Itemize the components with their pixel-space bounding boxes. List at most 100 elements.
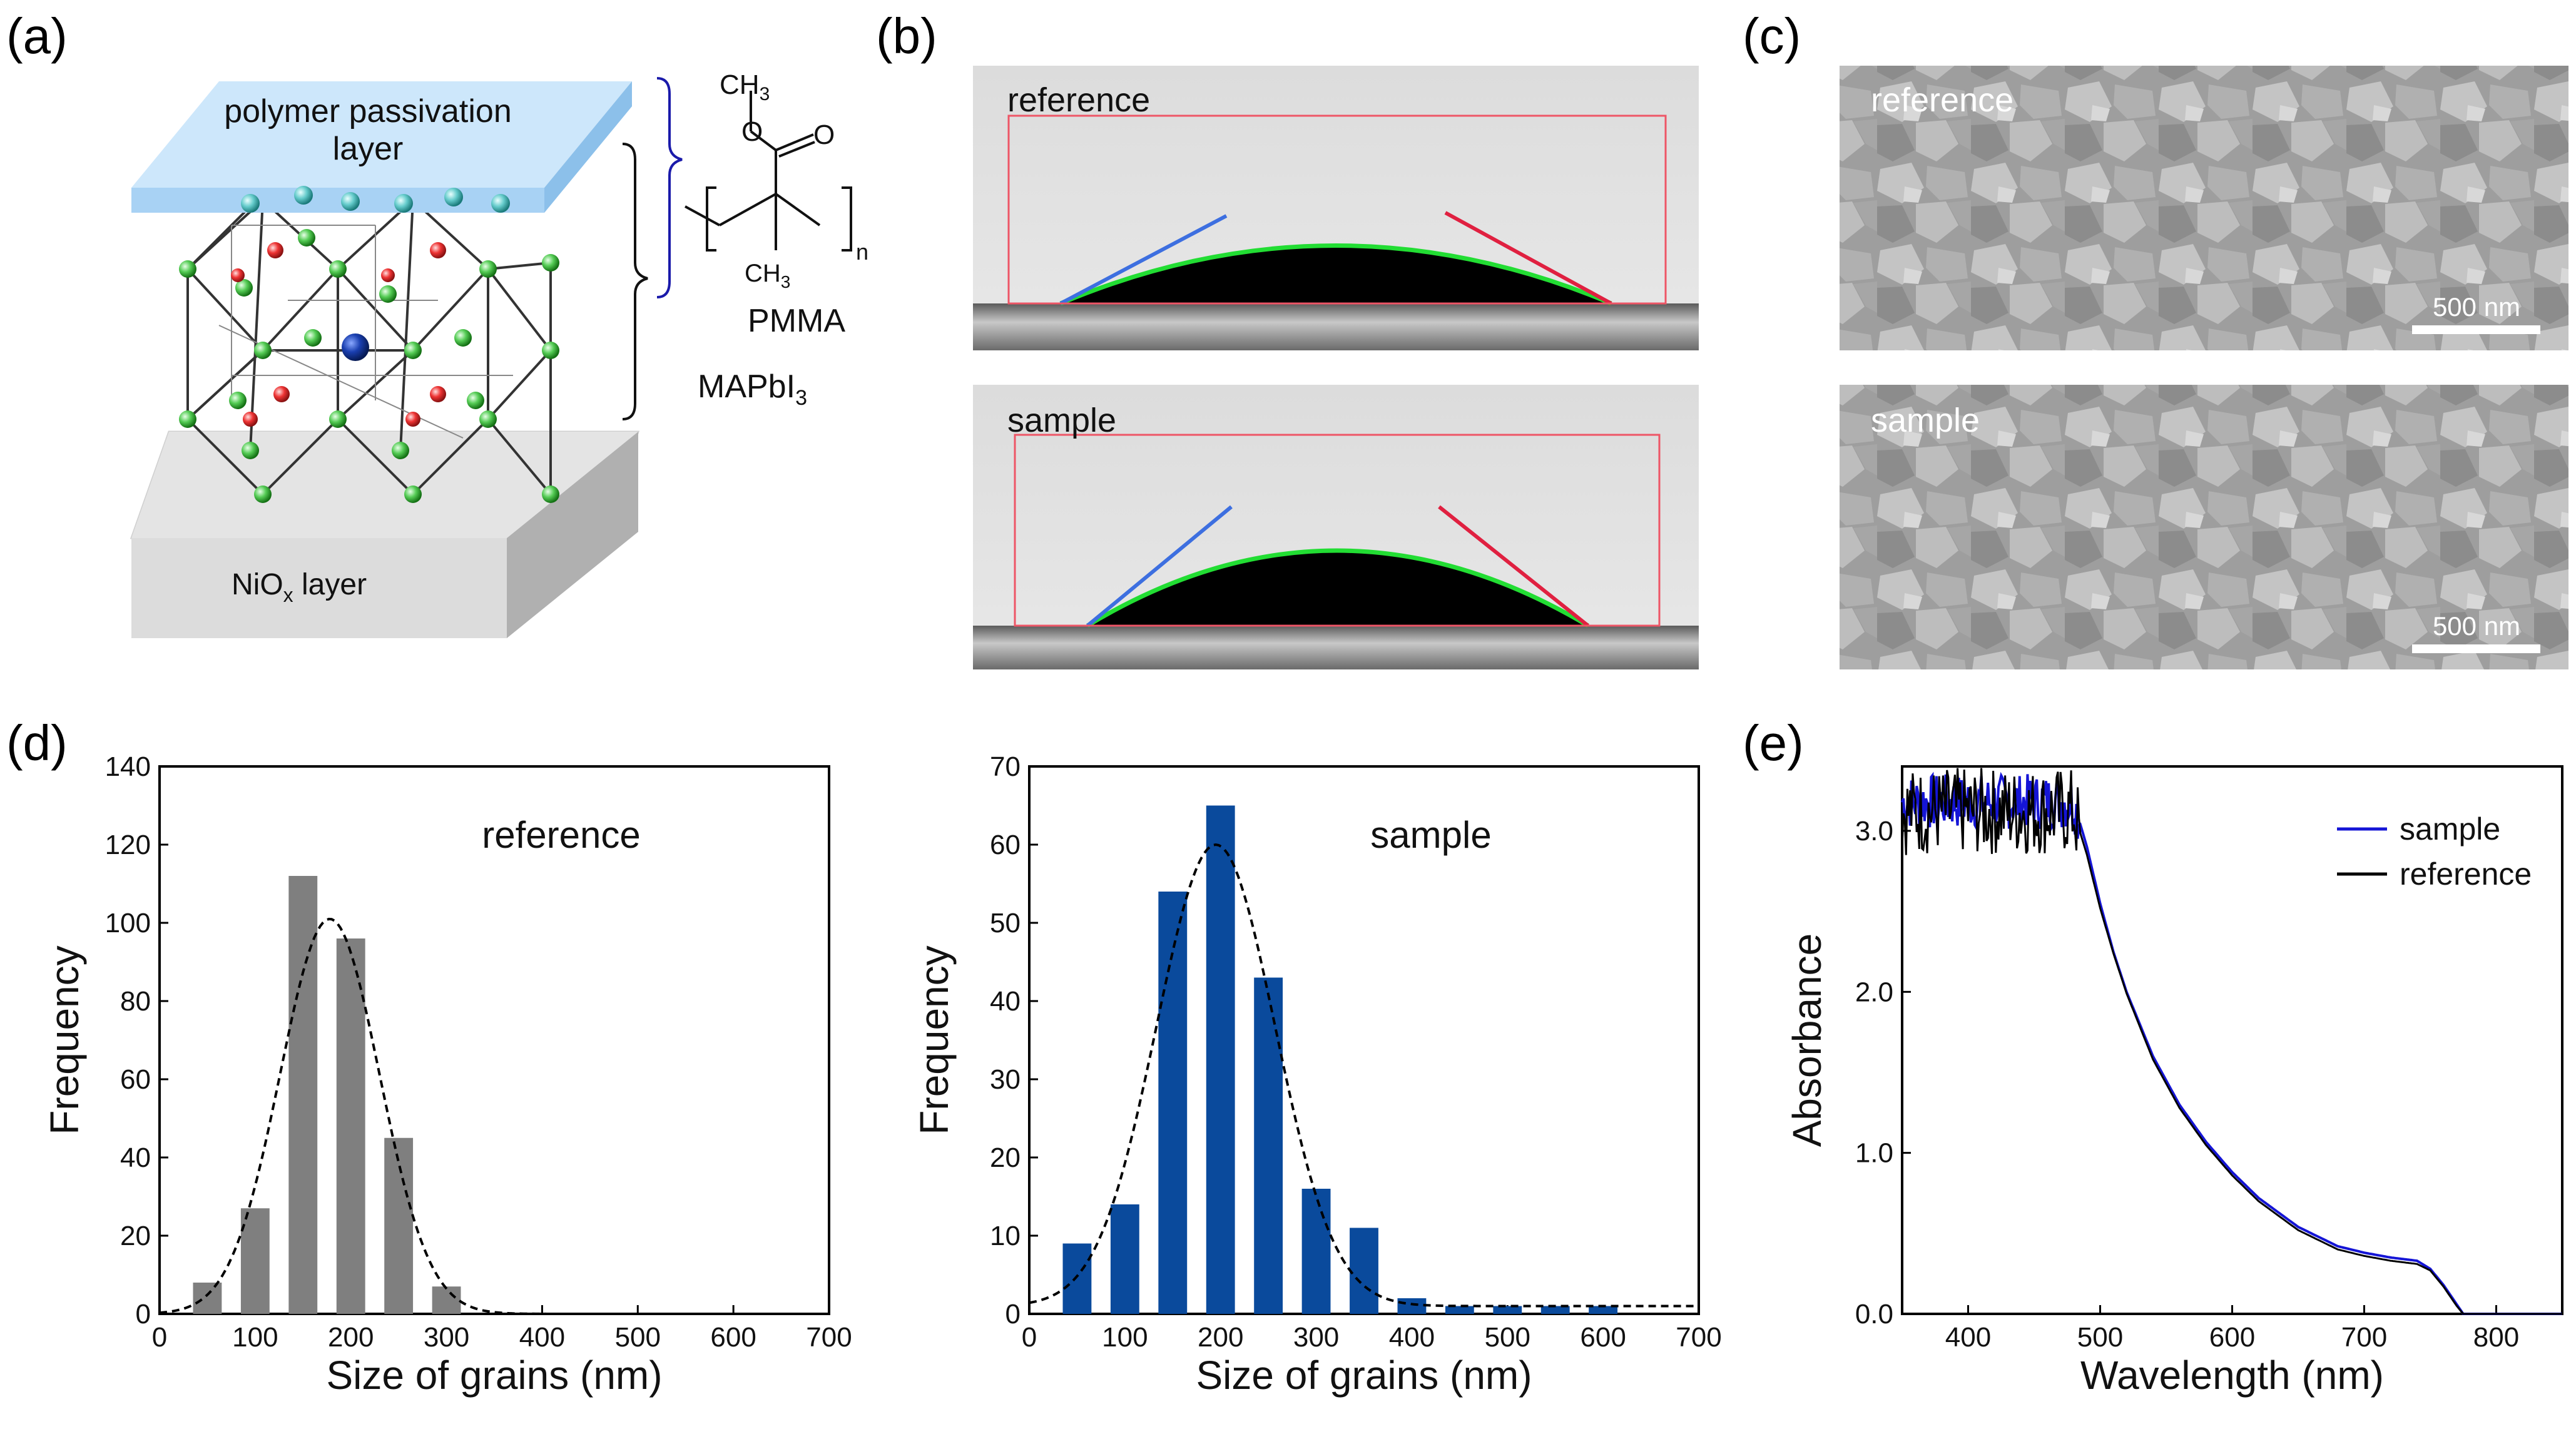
y-tick-label: 30 [990, 1064, 1021, 1095]
y-tick-label: 100 [105, 908, 151, 938]
histogram-bar [1540, 1306, 1570, 1314]
y-tick-label: 1.0 [1855, 1138, 1893, 1169]
histogram-bar [1301, 1189, 1331, 1314]
panel-label-e: (e) [1743, 715, 1804, 771]
polymer-layer-label-2: layer [333, 131, 404, 167]
panel-c-bottom-sem: sample 500 nm [1840, 385, 2568, 669]
scale-bar-label-top: 500 nm [2433, 292, 2520, 322]
legend-label-reference: reference [2400, 857, 2532, 892]
x-tick-label: 100 [232, 1322, 278, 1353]
nio-layer-side [507, 432, 638, 638]
x-axis-label: Size of grains (nm) [326, 1353, 662, 1398]
histogram-bar [240, 1208, 270, 1314]
plot-frame [158, 765, 830, 1315]
pmma-brace [656, 77, 683, 298]
y-tick-label: 0.0 [1855, 1299, 1893, 1330]
x-tick-label: 100 [1102, 1322, 1148, 1353]
x-axis-label: Wavelength (nm) [2080, 1353, 2384, 1398]
x-tick-label: 200 [328, 1322, 374, 1353]
chart-absorbance: 400 500 600 700 800 0.0 1.0 2.0 3.0 Wavelength (n… [1784, 765, 2563, 1398]
sem-label-sample: sample [1871, 402, 1980, 439]
contact-line-right [1444, 211, 1612, 305]
nio-layer-front [131, 538, 507, 638]
x-tick-label: 300 [1293, 1322, 1339, 1353]
panel-label-c: (c) [1743, 8, 1801, 64]
pmma-structure [685, 91, 852, 252]
histogram-bar [1062, 1243, 1092, 1314]
x-tick-label: 500 [1485, 1322, 1530, 1353]
x-tick-label: 0 [1022, 1322, 1037, 1353]
x-tick-label: 600 [2209, 1322, 2255, 1353]
histogram-bar [1254, 977, 1283, 1314]
panel-b-top-image: reference [973, 66, 1699, 350]
surface-atoms [241, 186, 510, 213]
polymer-layer-top [131, 81, 632, 188]
y-tick-label: 140 [105, 751, 151, 782]
chem-ch3-top: CH3 [720, 69, 770, 104]
y-tick-label: 40 [120, 1142, 151, 1173]
y-axis-label: Frequency [42, 945, 87, 1134]
chart-annotation: sample [1370, 814, 1491, 856]
y-tick-label: 60 [990, 830, 1021, 860]
chart-annotation: reference [482, 814, 640, 856]
y-tick-label: 120 [105, 830, 151, 860]
scale-bar-label-bottom: 500 nm [2433, 611, 2520, 641]
contact-label-reference: reference [1007, 81, 1150, 119]
y-tick-label: 20 [990, 1142, 1021, 1173]
chem-oxygen-2: O [813, 120, 835, 150]
contact-label-sample: sample [1007, 402, 1116, 439]
panel-label-a: (a) [6, 8, 68, 64]
histogram-bar [1445, 1306, 1474, 1314]
histogram-bar [384, 1137, 414, 1314]
panel-c-top-sem: reference 500 nm [1840, 66, 2568, 350]
histogram-bar [193, 1283, 222, 1314]
x-tick-label: 0 [152, 1322, 167, 1353]
sem-label-reference: reference [1871, 81, 2013, 119]
pmma-label: PMMA [748, 303, 845, 339]
histogram-bar [1589, 1306, 1618, 1314]
absorbance-line-sample [1901, 771, 2562, 1315]
y-tick-label: 80 [120, 986, 151, 1017]
panel-a-schematic: polymer passivation layer NiOx layer CH3… [130, 69, 868, 638]
contact-line-left [1059, 214, 1228, 305]
histogram-bar [432, 1286, 461, 1314]
chart-grain-size-reference: 0 100 200 300 400 500 600 700 0 20 40 60 80 100 120 140… [42, 751, 852, 1398]
x-tick-label: 200 [1198, 1322, 1243, 1353]
y-axis-label: Absorbance [1784, 933, 1830, 1147]
panel-label-d: (d) [6, 715, 68, 771]
histogram-bar [336, 938, 365, 1314]
histogram-bar [1158, 892, 1188, 1314]
y-tick-label: 70 [990, 751, 1021, 782]
x-tick-label: 400 [519, 1322, 565, 1353]
x-axis-label: Size of grains (nm) [1196, 1353, 1532, 1398]
lead-atoms [231, 242, 446, 427]
y-tick-label: 60 [120, 1064, 151, 1095]
x-tick-label: 300 [424, 1322, 469, 1353]
y-tick-label: 0 [1005, 1299, 1021, 1330]
x-tick-label: 800 [2473, 1322, 2519, 1353]
x-tick-label: 400 [1389, 1322, 1435, 1353]
ma-cation [342, 333, 369, 361]
chart-grain-size-sample: 0 100 200 300 400 500 600 700 0 10 20 30 40 50 60 70 Siz… [912, 751, 1722, 1398]
y-tick-label: 10 [990, 1221, 1021, 1251]
gaussian-fit-curve [159, 917, 828, 1315]
y-tick-label: 40 [990, 986, 1021, 1017]
y-tick-label: 50 [990, 908, 1021, 938]
mapbi-brace [622, 143, 648, 420]
scale-bar-top [2412, 325, 2540, 334]
x-tick-label: 700 [1676, 1322, 1721, 1353]
chem-subscript-n: n [856, 239, 868, 265]
x-tick-label: 600 [1580, 1322, 1626, 1353]
nio-layer-label: NiOx layer [232, 568, 367, 606]
x-tick-label: 700 [2341, 1322, 2387, 1353]
legend-label-sample: sample [2400, 811, 2500, 847]
panel-b-bottom-image: sample [973, 385, 1699, 669]
contact-line-left-sample [1086, 505, 1233, 628]
iodide-atoms [179, 191, 559, 503]
histogram-bar [1493, 1306, 1522, 1314]
histogram-bar [1110, 1204, 1139, 1314]
x-tick-label: 500 [2077, 1322, 2123, 1353]
chem-ch3-bottom: CH3 [745, 260, 790, 292]
panel-label-b: (b) [876, 8, 937, 64]
